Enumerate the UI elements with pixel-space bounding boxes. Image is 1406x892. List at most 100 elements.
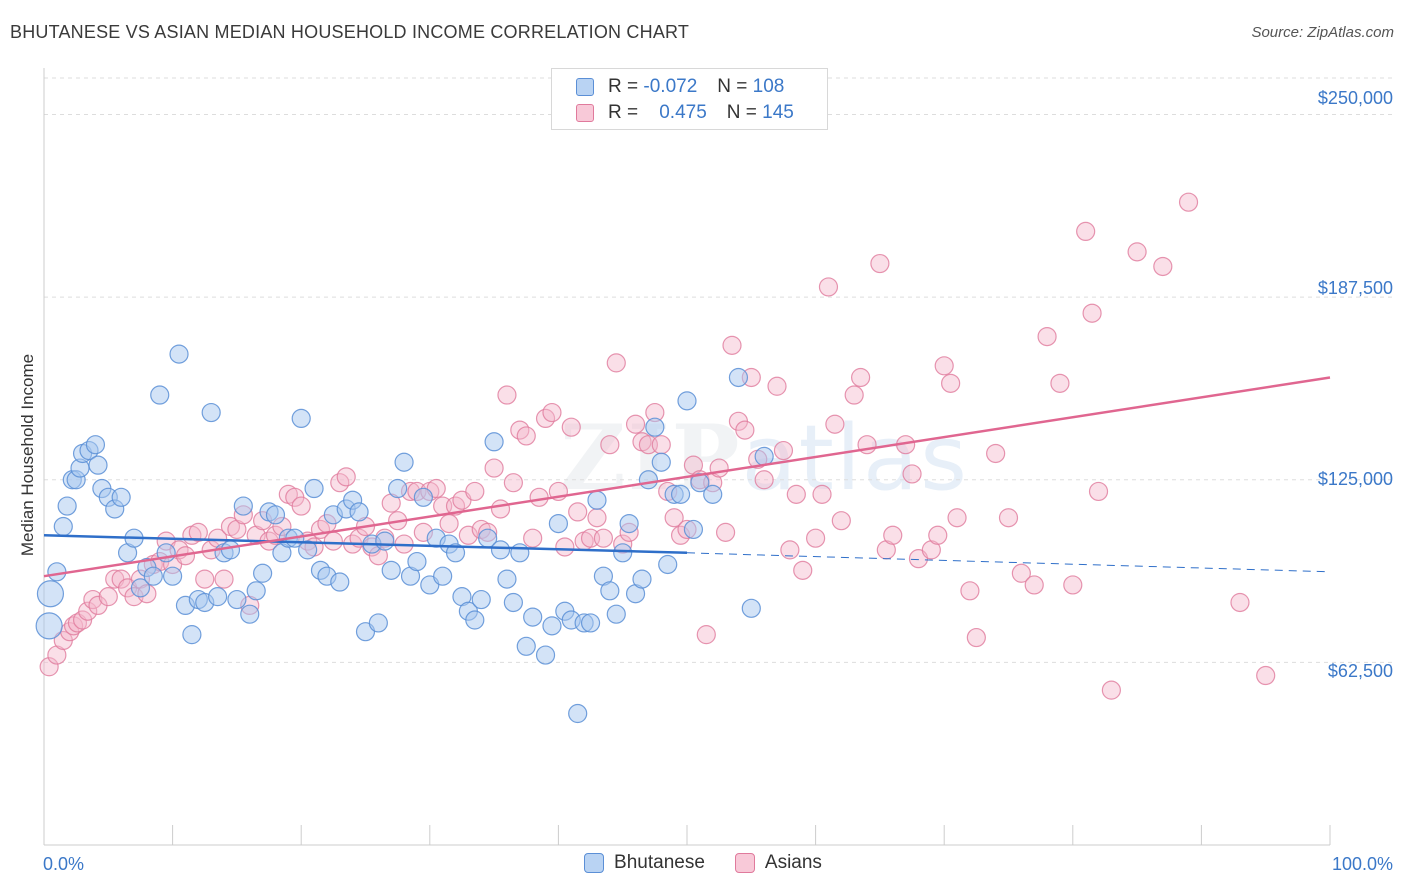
asians-point-119 [812, 484, 832, 504]
asians-point-25 [195, 569, 215, 589]
asians-point-67 [465, 481, 485, 502]
asians-point-133 [928, 525, 948, 545]
legend-n-value-asians: 145 [762, 102, 794, 123]
asians-point-83 [568, 502, 588, 522]
bhutanese-point-70 [465, 610, 485, 630]
bhutanese-point-2 [47, 562, 67, 582]
axis-labels: Median Household Income 0.0% 100.0% $62,… [18, 88, 1393, 874]
asians-point-81 [555, 537, 575, 557]
legend-item-bhutanese[interactable]: Bhutanese [584, 852, 705, 874]
bhutanese-point-98 [651, 452, 671, 472]
asians-point-135 [941, 373, 961, 393]
trend-lines [43, 376, 1331, 578]
legend-r-value-asians: 0.475 [659, 102, 707, 123]
asians-point-144 [1050, 373, 1070, 393]
asians-point-24 [188, 522, 208, 542]
bhutanese-point-43 [291, 408, 311, 429]
bhutanese-point-101 [670, 484, 691, 504]
bhutanese-point-65 [433, 566, 453, 586]
asians-point-109 [735, 420, 755, 440]
bhutanese-point-29 [201, 402, 221, 423]
asians-point-116 [786, 484, 806, 504]
bhutanese-point-36 [246, 581, 266, 601]
asians-point-121 [825, 414, 845, 434]
bhutanese-point-107 [741, 598, 761, 618]
asians-point-115 [780, 540, 800, 560]
bhutanese-point-80 [535, 645, 556, 665]
asians-point-76 [523, 528, 543, 548]
bhutanese-point-20 [143, 566, 163, 586]
bhutanese-point-34 [233, 496, 253, 516]
asians-point-118 [805, 528, 826, 548]
asians-point-147 [1082, 303, 1102, 323]
bhutanese-point-52 [349, 502, 369, 522]
bhutanese-point-35 [240, 604, 260, 624]
x-tick-max: 100.0% [1332, 854, 1393, 874]
x-tick-min: 0.0% [43, 854, 84, 874]
asians-point-88 [600, 435, 620, 455]
bhutanese-swatch [576, 78, 594, 96]
asians-points [39, 192, 1276, 700]
asians-point-142 [1024, 575, 1044, 595]
bhutanese-point-67 [445, 543, 466, 563]
asians-point-154 [1256, 665, 1276, 686]
asians-point-107 [722, 335, 742, 355]
bhutanese-point-44 [298, 540, 318, 560]
bhutanese-point-85 [568, 703, 588, 724]
y-tick-62500: $62,500 [1328, 661, 1393, 681]
bhutanese-points [35, 344, 774, 724]
asians-point-40 [291, 496, 311, 516]
bhutanese-point-62 [413, 487, 433, 507]
asians-point-92 [625, 414, 646, 434]
bhutanese-point-11 [88, 455, 108, 475]
asians-point-89 [606, 353, 626, 373]
source-label: Source: ZipAtlas.com [1251, 24, 1394, 41]
legend-r-label: R = [608, 76, 639, 97]
asians-point-96 [651, 435, 671, 455]
asians-point-82 [561, 417, 581, 437]
grid-lines [44, 77, 1395, 663]
asians-point-98 [664, 508, 684, 528]
asians-point-8 [83, 589, 103, 610]
legend-label-bhutanese: Bhutanese [614, 852, 705, 873]
asians-point-151 [1153, 256, 1173, 277]
bhutanese-point-1 [36, 580, 65, 608]
bhutanese-point-81 [542, 616, 562, 636]
asians-point-152 [1178, 192, 1199, 212]
series-legend: Bhutanese Asians [0, 852, 1406, 874]
asians-point-71 [490, 499, 511, 519]
y-axis-label: Median Household Income [18, 354, 37, 556]
asians-trend-line [43, 376, 1331, 578]
bhutanese-point-96 [638, 470, 659, 490]
y-tick-250000: $250,000 [1318, 88, 1393, 108]
legend-item-asians[interactable]: Asians [734, 852, 822, 874]
bhutanese-point-30 [208, 587, 228, 607]
asians-point-112 [754, 470, 774, 490]
asians-point-128 [883, 525, 903, 545]
bhutanese-point-15 [111, 487, 131, 507]
asians-point-0 [39, 657, 59, 677]
bhutanese-point-18 [130, 578, 151, 598]
asians-point-138 [966, 627, 986, 648]
bhutanese-point-26 [182, 625, 202, 645]
asians-point-28 [214, 569, 234, 589]
bhutanese-point-0 [35, 612, 63, 640]
asians-point-79 [542, 402, 562, 423]
bhutanese-trend-line [43, 534, 688, 555]
asians-point-86 [587, 508, 607, 528]
legend-r-label: R = [608, 102, 639, 123]
asians-point-146 [1076, 221, 1096, 241]
asians-point-124 [851, 367, 871, 388]
asians-point-113 [767, 376, 787, 396]
bhutanese-point-33 [227, 589, 247, 610]
bhutanese-point-4 [57, 496, 77, 516]
asians-point-123 [844, 385, 864, 405]
bhutanese-point-56 [375, 531, 395, 551]
asians-swatch [576, 104, 594, 122]
asians-point-63 [439, 513, 459, 534]
asians-point-77 [529, 487, 549, 507]
asians-point-137 [960, 581, 980, 601]
bhutanese-point-92 [613, 543, 633, 563]
bhutanese-point-103 [683, 519, 704, 540]
